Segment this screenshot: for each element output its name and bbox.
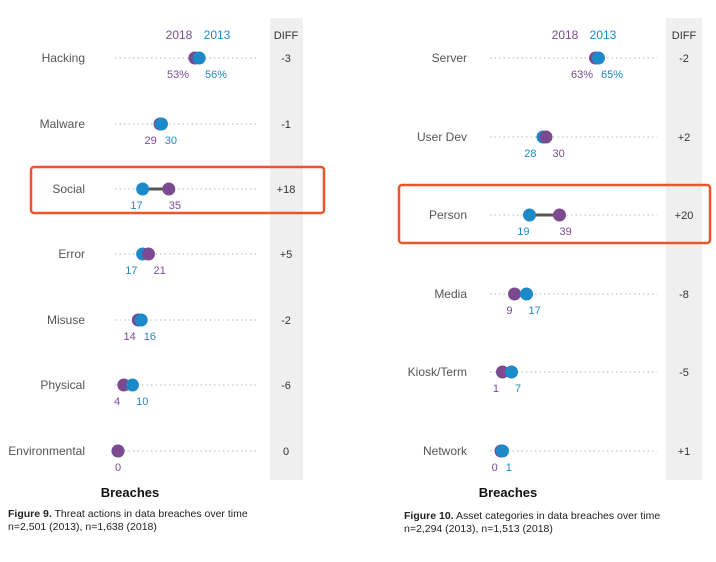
fig9-point-2013 (136, 182, 150, 196)
fig10-x-axis-label: Breaches (479, 485, 538, 500)
fig9-diff-value: -1 (281, 119, 291, 131)
figure-9-caption-title: Figure 9. (8, 508, 52, 520)
fig9-value-label-2018: 35 (169, 200, 181, 212)
fig9-value-label-2018: 0 (115, 462, 121, 474)
fig9-category-label: Physical (40, 378, 85, 392)
fig9-category-label: Social (52, 182, 85, 196)
fig10-point-2013 (520, 287, 533, 301)
fig10-value-label-2018: 9 (506, 305, 512, 317)
fig10-point-2018 (496, 365, 509, 379)
fig10-value-label-2018: 39 (560, 226, 572, 238)
fig9-highlight-box (29, 165, 326, 215)
fig9-value-label-2013: 16 (144, 331, 156, 343)
fig10-category-label: Media (434, 287, 467, 301)
fig9-diff-value: -6 (281, 380, 291, 392)
fig9-value-label-2013: 10 (136, 396, 148, 408)
fig10-diff-column (666, 18, 702, 480)
fig9-category-label: Malware (40, 117, 86, 131)
fig10-category-label: Server (432, 51, 467, 65)
fig10-value-label-2018: 0 (492, 462, 498, 474)
fig9-value-label-2018: 21 (154, 265, 166, 277)
fig9-value-label-2013: 17 (130, 200, 142, 212)
fig9-value-label-2018: 14 (124, 331, 136, 343)
fig10-diff-value: -2 (679, 53, 689, 65)
fig9-point-2018 (162, 182, 176, 196)
fig9-legend-2013: 2013 (204, 28, 231, 42)
fig9-category-label: Hacking (42, 51, 85, 65)
fig10-point-2013 (505, 365, 518, 379)
fig10-value-label-2018: 63% (571, 69, 593, 81)
fig10-diff-header: DIFF (672, 30, 697, 42)
fig9-value-label-2018: 29 (145, 135, 157, 147)
fig10-value-label-2013: 28 (524, 148, 536, 160)
fig9-point-2013 (155, 117, 168, 131)
fig9-diff-value: -2 (281, 315, 291, 327)
fig9-diff-value: +5 (280, 249, 293, 261)
fig10-category-label: Kiosk/Term (408, 365, 467, 379)
fig10-point-2018 (539, 130, 553, 144)
fig10-value-label-2013: 1 (506, 462, 512, 474)
fig10-point-2018 (553, 208, 566, 222)
fig10-diff-value: -8 (679, 289, 689, 301)
figure-10-caption-note: n=2,294 (2013), n=1,513 (2018) (404, 523, 553, 535)
fig10-value-label-2013: 7 (515, 383, 521, 395)
fig10-diff-value: +1 (678, 446, 691, 458)
fig9-point-2013 (192, 51, 206, 65)
fig9-diff-value: 0 (283, 446, 289, 458)
fig9-diff-value: -3 (281, 53, 291, 65)
fig10-legend-2018: 2018 (552, 28, 579, 42)
fig9-value-label-2018: 53% (167, 69, 189, 81)
fig10-category-label: User Dev (417, 130, 467, 144)
fig9-value-label-2013: 56% (205, 69, 227, 81)
figure-10-caption-title: Figure 10. (404, 510, 454, 522)
figure-10-caption: Figure 10. Asset categories in data brea… (404, 510, 714, 536)
fig10-highlight-box (397, 183, 712, 245)
fig10-diff-value: +2 (678, 132, 691, 144)
fig9-category-label: Environmental (8, 444, 85, 458)
fig9-point-2018 (111, 444, 125, 458)
fig10-value-label-2013: 65% (601, 69, 623, 81)
fig9-diff-value: +18 (277, 184, 296, 196)
fig9-x-axis-label: Breaches (101, 485, 160, 500)
fig9-diff-header: DIFF (274, 30, 299, 42)
fig9-point-2013 (126, 378, 139, 392)
figure-9-caption: Figure 9. Threat actions in data breache… (8, 508, 348, 534)
fig10-value-label-2018: 30 (553, 148, 565, 160)
fig9-legend-2018: 2018 (166, 28, 193, 42)
fig9-value-label-2018: 4 (114, 396, 120, 408)
fig10-diff-value: -5 (679, 367, 689, 379)
fig10-value-label-2013: 19 (517, 226, 529, 238)
fig9-diff-column (270, 18, 303, 480)
figure-9-caption-note: n=2,501 (2013), n=1,638 (2018) (8, 521, 157, 533)
fig9-category-label: Misuse (47, 313, 85, 327)
fig9-value-label-2013: 30 (165, 135, 177, 147)
fig10-value-label-2018: 1 (493, 383, 499, 395)
fig9-category-label: Error (58, 247, 85, 261)
fig9-point-2013 (134, 313, 148, 327)
fig9-value-label-2013: 17 (125, 265, 137, 277)
figure-9-caption-text: Threat actions in data breaches over tim… (54, 508, 248, 520)
fig10-diff-value: +20 (675, 210, 694, 222)
fig10-category-label: Person (429, 208, 467, 222)
fig10-point-2018 (508, 287, 521, 301)
fig10-value-label-2013: 17 (529, 305, 541, 317)
fig10-legend-2013: 2013 (590, 28, 617, 42)
fig10-point-2013 (496, 444, 509, 458)
fig10-point-2013 (592, 51, 605, 65)
fig10-category-label: Network (423, 444, 468, 458)
fig10-point-2013 (523, 208, 536, 222)
fig9-point-2018 (141, 247, 155, 261)
figure-10-caption-text: Asset categories in data breaches over t… (455, 510, 661, 522)
